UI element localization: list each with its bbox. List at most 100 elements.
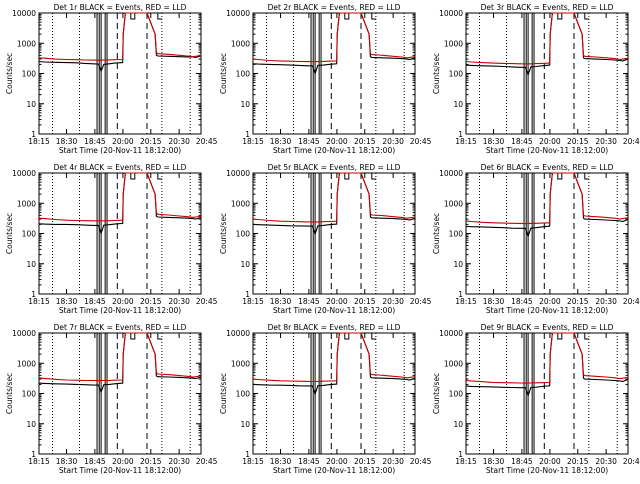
y-tick-label: 10000 — [226, 169, 250, 178]
y-tick-label: 1 — [31, 130, 36, 139]
y-tick-label: 1 — [458, 290, 463, 299]
top-marker — [157, 333, 162, 340]
x-tick-label: 18:15 — [28, 457, 50, 466]
top-marker — [557, 13, 563, 20]
top-marker — [130, 13, 136, 20]
x-axis-label: Start Time (20-Nov-11 18:12:00) — [59, 306, 181, 315]
x-tick-label: 18:45 — [298, 457, 320, 466]
y-tick-label: 1000 — [444, 199, 463, 208]
series-events — [252, 12, 416, 76]
y-tick-label: 10 — [453, 100, 463, 109]
y-tick-label: 100 — [22, 70, 37, 79]
top-marker — [371, 173, 376, 180]
x-axis-label: Start Time (20-Nov-11 18:12:00) — [273, 146, 395, 155]
x-tick-label: 20:00 — [539, 457, 561, 466]
y-tick-label: 10 — [240, 420, 250, 429]
y-tick-label: 1000 — [17, 39, 36, 48]
x-tick-label: 18:45 — [84, 137, 106, 146]
x-tick-label: 20:15 — [140, 137, 162, 146]
y-tick-label: 1000 — [17, 199, 36, 208]
y-tick-label: 10000 — [439, 9, 463, 18]
top-marker — [130, 333, 136, 340]
y-tick-label: 10 — [26, 420, 36, 429]
y-tick-label: 10000 — [12, 169, 36, 178]
plot-frame — [252, 172, 416, 295]
x-tick-label: 20:00 — [112, 137, 134, 146]
y-axis-label: Counts/sec — [432, 53, 441, 94]
x-tick-label: 18:30 — [483, 457, 505, 466]
x-axis-label: Start Time (20-Nov-11 18:12:00) — [59, 466, 181, 475]
series-lld — [38, 172, 202, 222]
x-tick-label: 20:00 — [326, 297, 348, 306]
y-tick-label: 100 — [449, 70, 464, 79]
y-tick-label: 10000 — [226, 9, 250, 18]
x-tick-label: 20:15 — [354, 297, 376, 306]
y-tick-label: 100 — [236, 70, 251, 79]
x-tick-label: 20:45 — [623, 137, 640, 146]
y-tick-label: 1 — [245, 450, 250, 459]
y-tick-label: 1 — [31, 450, 36, 459]
y-tick-label: 10000 — [439, 329, 463, 338]
x-axis-label: Start Time (20-Nov-11 18:12:00) — [486, 146, 608, 155]
chart-panel: Det 7r BLACK = Events, RED = LLD 1 10 100 10… — [5, 323, 218, 475]
top-marker — [584, 333, 589, 340]
chart-title: Det 8r BLACK = Events, RED = LLD — [268, 323, 401, 332]
series-lld — [465, 172, 629, 225]
plot-frame — [252, 332, 416, 455]
x-tick-label: 18:15 — [28, 137, 50, 146]
x-tick-label: 20:45 — [410, 137, 432, 146]
chart-panel: Det 3r BLACK = Events, RED = LLD 1 10 100 10… — [432, 3, 640, 155]
x-tick-label: 20:45 — [410, 457, 432, 466]
x-axis-label: Start Time (20-Nov-11 18:12:00) — [486, 466, 608, 475]
y-tick-label: 10000 — [439, 169, 463, 178]
x-tick-label: 18:30 — [483, 137, 505, 146]
y-axis-label: Counts/sec — [219, 373, 228, 414]
top-marker — [344, 333, 350, 340]
x-tick-label: 18:30 — [270, 297, 292, 306]
series-events — [38, 332, 202, 394]
y-tick-label: 100 — [22, 230, 37, 239]
chart-title: Det 1r BLACK = Events, RED = LLD — [54, 3, 187, 12]
chart-panel: Det 5r BLACK = Events, RED = LLD 1 10 100 10… — [219, 163, 432, 315]
chart-title: Det 7r BLACK = Events, RED = LLD — [54, 323, 187, 332]
plot-frame — [38, 12, 202, 135]
top-marker — [344, 173, 350, 180]
x-tick-label: 18:15 — [455, 137, 477, 146]
series-events — [465, 332, 629, 398]
x-tick-label: 20:30 — [168, 457, 190, 466]
x-tick-label: 20:45 — [410, 297, 432, 306]
x-tick-label: 20:30 — [168, 137, 190, 146]
x-tick-label: 20:00 — [112, 457, 134, 466]
y-tick-label: 1000 — [231, 359, 250, 368]
top-marker — [344, 13, 350, 20]
series-lld — [38, 12, 202, 61]
x-tick-label: 18:15 — [242, 457, 264, 466]
top-marker — [584, 13, 589, 20]
x-tick-label: 20:15 — [354, 457, 376, 466]
x-tick-label: 18:45 — [84, 457, 106, 466]
top-marker — [557, 173, 563, 180]
top-marker — [371, 13, 376, 20]
x-tick-label: 20:15 — [140, 457, 162, 466]
plot-frame — [252, 12, 416, 135]
x-tick-label: 18:15 — [242, 297, 264, 306]
x-tick-label: 20:00 — [539, 297, 561, 306]
series-events — [465, 172, 629, 239]
x-tick-label: 20:45 — [196, 137, 218, 146]
x-tick-label: 18:30 — [56, 457, 78, 466]
x-tick-label: 20:45 — [623, 457, 640, 466]
chart-title: Det 6r BLACK = Events, RED = LLD — [481, 163, 614, 172]
plot-frame — [38, 172, 202, 295]
y-tick-label: 10 — [26, 100, 36, 109]
x-tick-label: 20:15 — [354, 137, 376, 146]
plot-frame — [465, 332, 629, 455]
series-lld — [252, 332, 416, 383]
series-events — [38, 12, 202, 73]
y-tick-label: 100 — [236, 230, 251, 239]
x-tick-label: 18:30 — [56, 297, 78, 306]
x-tick-label: 18:30 — [56, 137, 78, 146]
series-events — [465, 12, 629, 77]
x-tick-label: 18:30 — [483, 297, 505, 306]
